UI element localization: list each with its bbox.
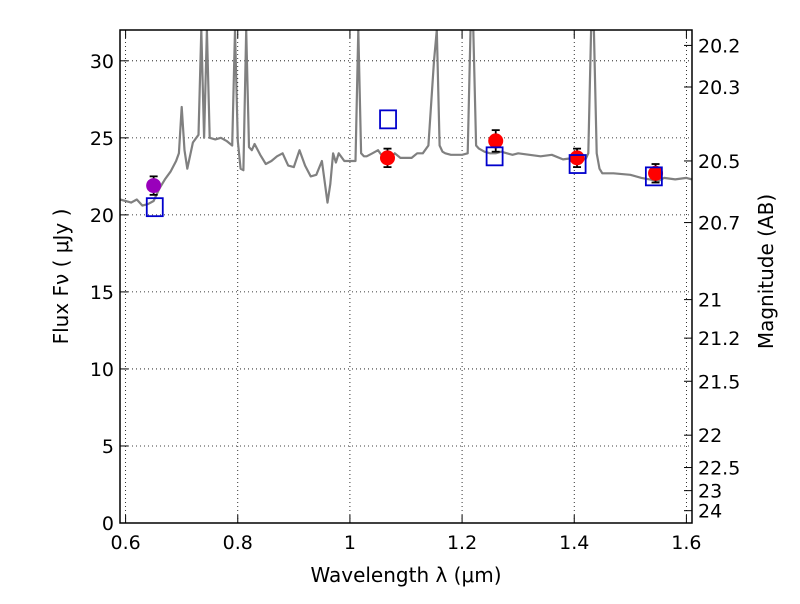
y-tick-label: 30 <box>90 51 114 73</box>
y2-tick-label: 20.2 <box>698 35 740 57</box>
y-tick-label: 5 <box>102 436 114 458</box>
y2-tick-label: 21.5 <box>698 371 740 393</box>
y2-tick-label: 21 <box>698 290 722 312</box>
y2-tick-label: 22 <box>698 425 722 447</box>
model-square <box>145 197 164 218</box>
y-axis-title: Flux Fν ( μJy ) <box>49 209 73 345</box>
x-tick-label: 0.6 <box>110 532 140 554</box>
y2-tick-label: 24 <box>698 501 722 523</box>
x-tick-label: 1.2 <box>447 532 477 554</box>
model-square <box>644 166 663 187</box>
model-square <box>568 154 587 174</box>
y-tick-label: 20 <box>90 205 114 227</box>
y2-tick-label: 22.5 <box>698 458 740 480</box>
y2-tick-label: 20.5 <box>698 151 740 173</box>
plot-layer <box>120 30 692 218</box>
y2-axis-title: Magnitude (AB) <box>754 194 778 349</box>
photometry-point <box>569 150 585 166</box>
y2-tick-label: 23 <box>698 481 722 503</box>
photometry-point <box>648 165 664 181</box>
y-tick-label: 15 <box>90 282 114 304</box>
y2-tick-label: 20.7 <box>698 213 740 235</box>
x-tick-label: 1.6 <box>671 532 701 554</box>
spectrum-line <box>120 30 692 207</box>
model-square <box>379 109 397 130</box>
y-tick-label: 10 <box>90 359 114 381</box>
y-tick-label: 0 <box>102 513 114 535</box>
x-tick-label: 1.4 <box>559 532 589 554</box>
plot-frame <box>119 29 693 524</box>
photometry-point <box>379 150 395 166</box>
y-tick-label: 25 <box>90 128 114 150</box>
x-tick-label: 0.8 <box>223 532 253 554</box>
tick-layer: 0.6 0.8 1 1.2 1.4 1.6 0 5 10 15 20 25 30 20.2 20.3 20.5… <box>90 30 740 554</box>
x-axis-title: Wavelength λ (μm) <box>310 563 501 587</box>
x-tick-label: 1 <box>344 532 356 554</box>
photometry-point <box>146 178 162 194</box>
photometry-point <box>488 133 504 149</box>
model-square <box>485 146 504 167</box>
y2-tick-label: 21.2 <box>698 328 740 350</box>
y2-tick-label: 20.3 <box>698 77 740 99</box>
